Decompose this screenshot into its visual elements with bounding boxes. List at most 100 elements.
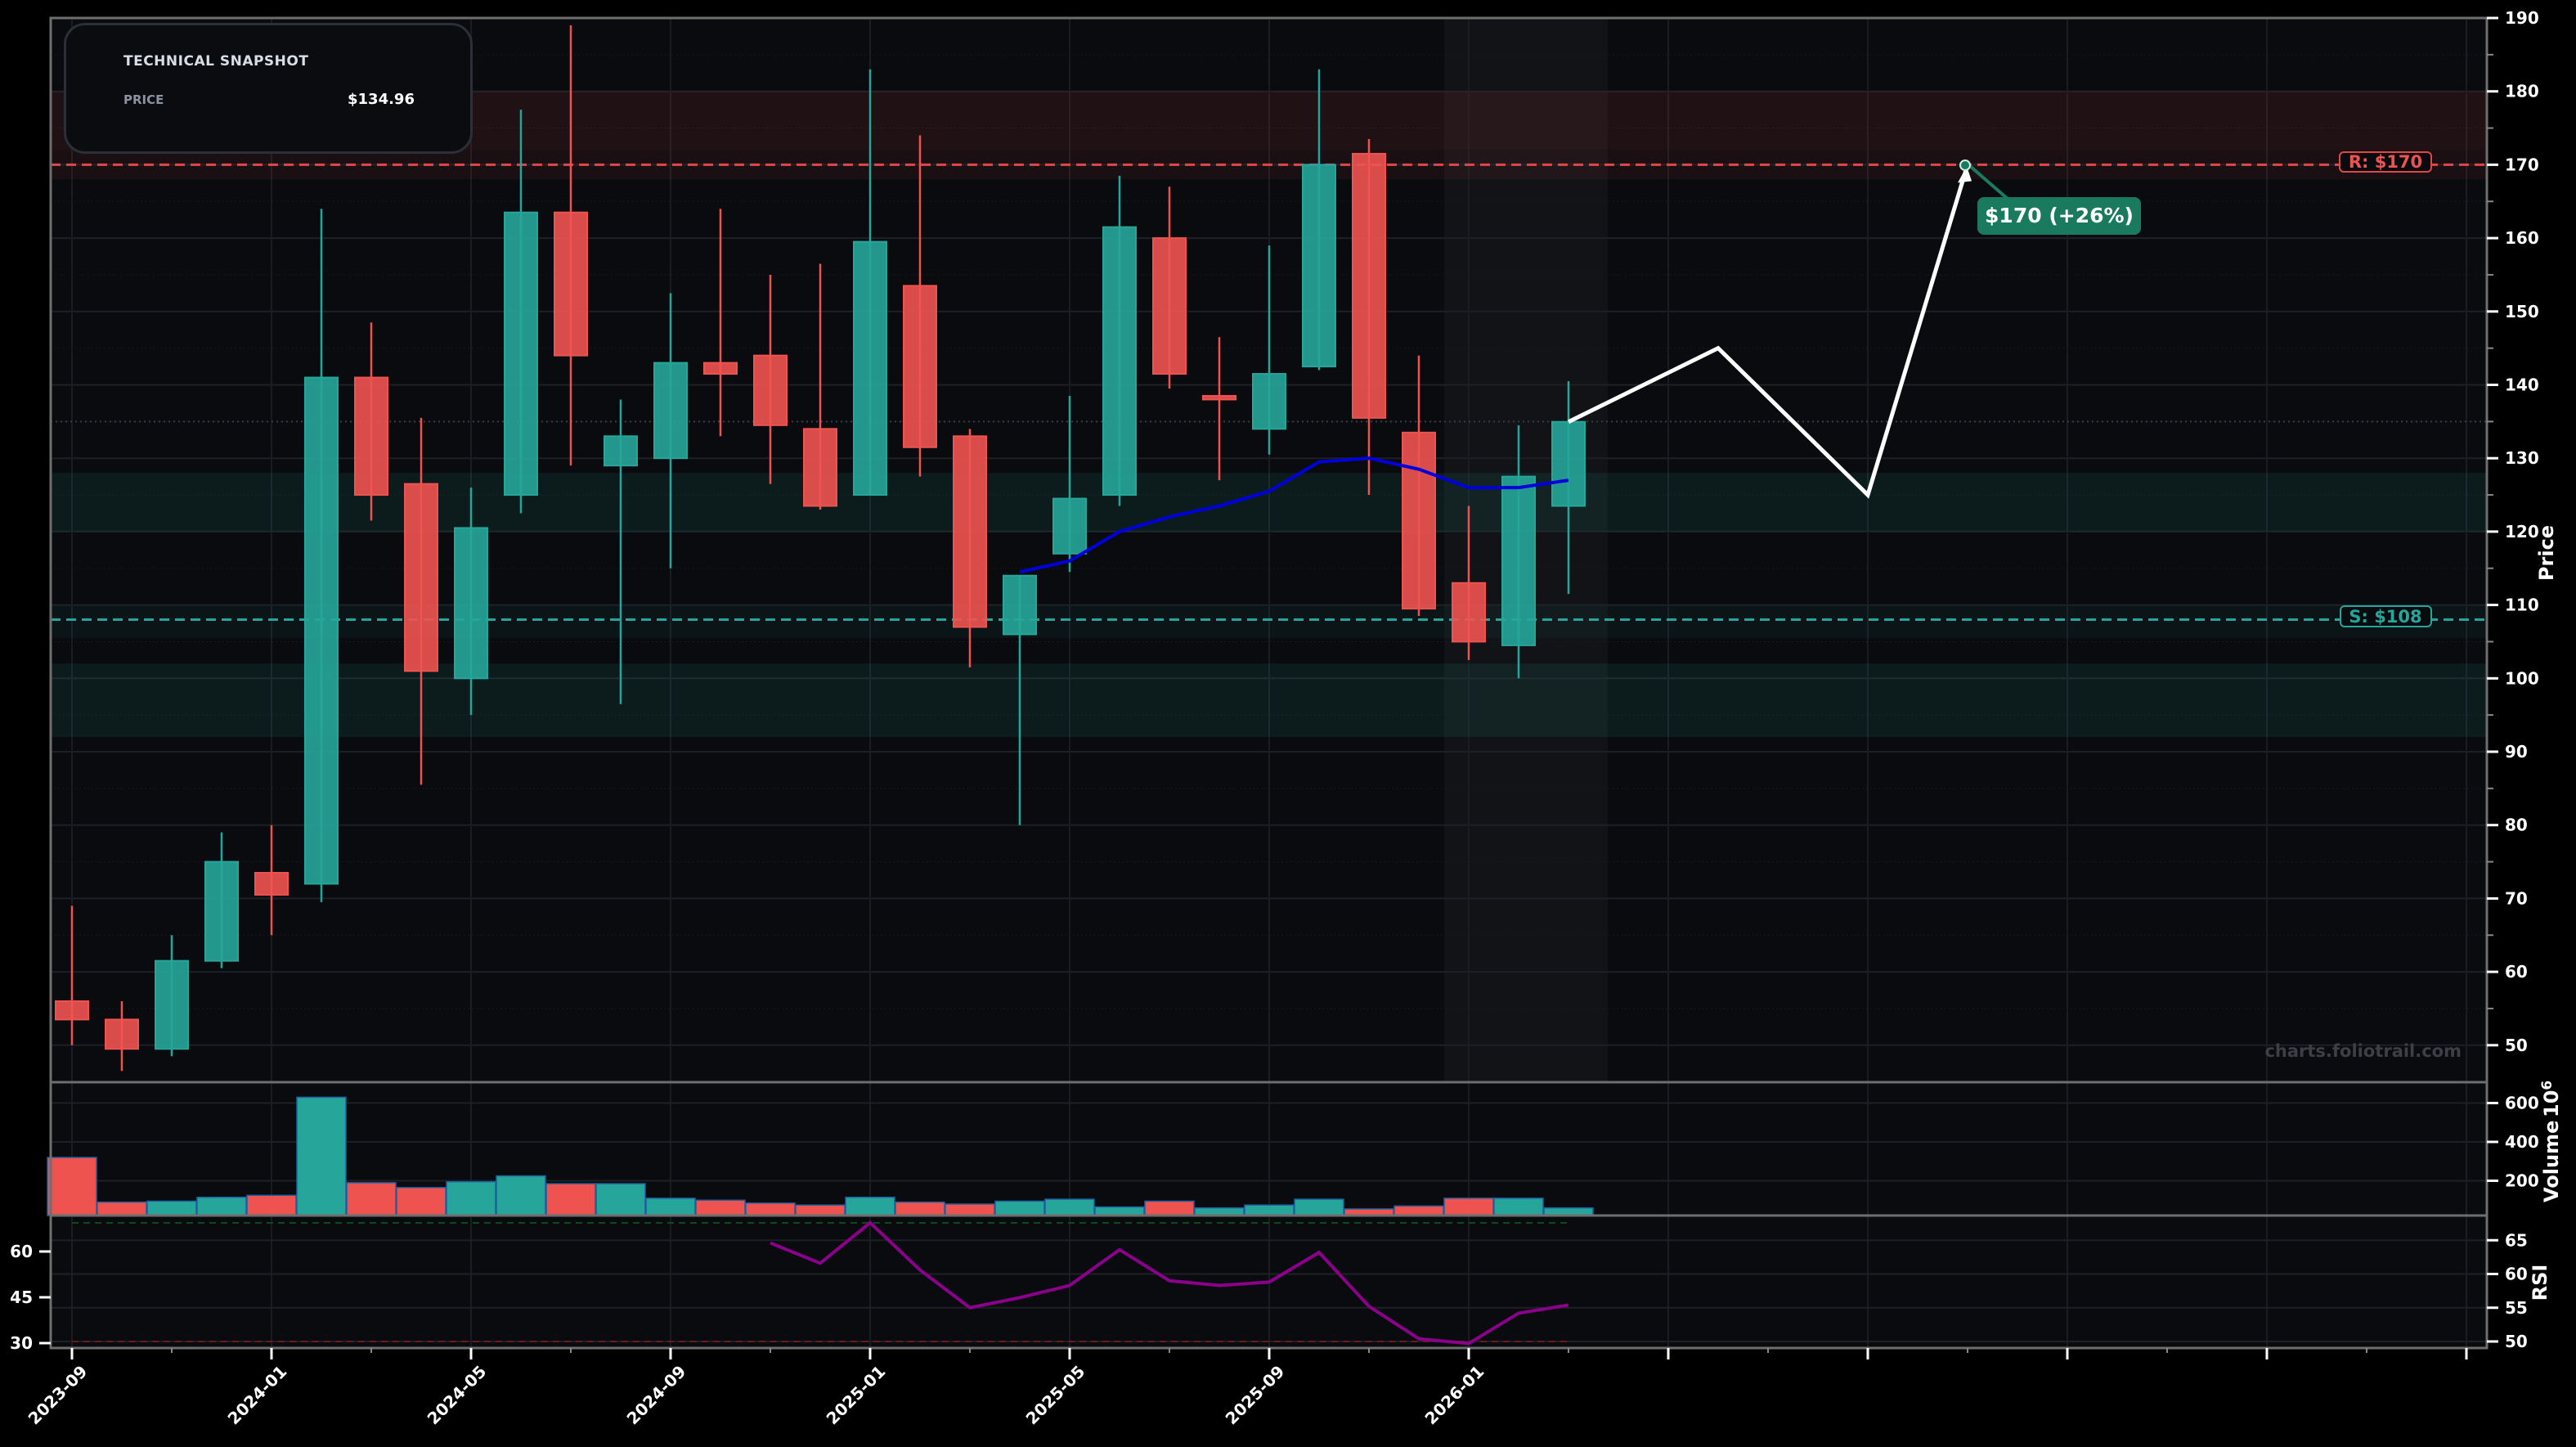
price-tick-label: 100 xyxy=(2505,668,2539,688)
volume-tick-label: 200 xyxy=(2505,1171,2539,1191)
candle-body xyxy=(105,1018,139,1050)
rsi-left-tick-label: 45 xyxy=(10,1287,33,1307)
candle-body xyxy=(254,872,289,896)
svg-text:R: $170: R: $170 xyxy=(2349,152,2422,172)
candle-body xyxy=(753,354,788,426)
target-badge: $170 (+26%) xyxy=(1968,164,2141,235)
candle-body xyxy=(1252,373,1286,430)
gridlines xyxy=(51,17,2487,1348)
svg-text:$170 (+26%): $170 (+26%) xyxy=(1985,204,2134,227)
candle-body xyxy=(1102,226,1137,497)
volume-bar xyxy=(1244,1204,1295,1216)
sma-line xyxy=(1019,456,1569,574)
volume-bar xyxy=(1144,1200,1195,1216)
svg-text:S: $108: S: $108 xyxy=(2349,607,2421,627)
projection-arrowhead xyxy=(1958,166,1972,183)
volume-bar xyxy=(96,1201,147,1216)
snapshot-title: TECHNICAL SNAPSHOT xyxy=(123,53,309,70)
candle-body xyxy=(703,362,738,375)
volume-bars xyxy=(47,1096,1594,1216)
volume-axis-exponent: 106 xyxy=(2539,1081,2563,1117)
volume-bar xyxy=(595,1183,646,1216)
candle-body xyxy=(1302,164,1336,368)
rsi-axis-title: RSI xyxy=(2529,1265,2551,1301)
volume-bar xyxy=(645,1198,696,1216)
candle-body xyxy=(1452,582,1486,643)
candle-body xyxy=(653,362,688,460)
candle-body xyxy=(803,428,837,507)
candle-body xyxy=(404,483,438,672)
volume-bar xyxy=(196,1196,247,1216)
price-tick-label: 50 xyxy=(2505,1036,2528,1055)
volume-bar xyxy=(1094,1206,1145,1216)
rsi-left-tick-label: 60 xyxy=(10,1242,33,1261)
volume-bar xyxy=(396,1187,447,1216)
price-tick-label: 60 xyxy=(2505,962,2528,982)
price-tick-label: 150 xyxy=(2505,302,2539,321)
support-zone xyxy=(51,473,2487,532)
candle-body xyxy=(953,435,987,628)
x-tick-label: 2025-05 xyxy=(1022,1361,1089,1428)
candle-body xyxy=(304,376,339,885)
volume-bar xyxy=(446,1180,496,1216)
candlesticks xyxy=(55,25,1586,1072)
volume-bar xyxy=(47,1157,97,1216)
volume-bar xyxy=(1393,1205,1444,1216)
price-tick-label: 140 xyxy=(2505,375,2539,395)
candle-body xyxy=(454,527,488,680)
projection-path xyxy=(1567,164,1972,499)
candle-body xyxy=(604,435,638,467)
price-tick-label: 160 xyxy=(2505,228,2539,248)
rsi-tick-label: 60 xyxy=(2505,1265,2528,1284)
volume-bar xyxy=(745,1202,796,1216)
volume-bar xyxy=(795,1204,846,1216)
x-tick-label: 2024-01 xyxy=(224,1361,291,1428)
rsi-line xyxy=(770,1220,1569,1346)
volume-bar xyxy=(346,1182,397,1216)
support-zone xyxy=(51,663,2487,738)
candle-body xyxy=(903,285,937,448)
rsi-tick-label: 50 xyxy=(2505,1332,2528,1351)
x-tick-label: 2024-09 xyxy=(623,1361,690,1428)
volume-bar xyxy=(1044,1198,1095,1216)
volume-bar xyxy=(845,1196,895,1216)
volume-bar xyxy=(1493,1198,1544,1216)
candle-body xyxy=(1003,574,1037,636)
price-tick-label: 190 xyxy=(2505,8,2539,28)
price-tick-label: 70 xyxy=(2505,888,2528,908)
price-tick-label: 180 xyxy=(2505,82,2539,101)
price-tick-label: 110 xyxy=(2505,595,2539,615)
target-point-marker xyxy=(1959,160,1971,171)
candle-body xyxy=(55,1000,89,1021)
candle-body xyxy=(853,240,887,497)
technical-snapshot-panel: TECHNICAL SNAPSHOT PRICE $134.96 xyxy=(64,23,473,154)
candle-body xyxy=(1501,475,1536,646)
volume-bar xyxy=(945,1203,995,1216)
price-tick-label: 80 xyxy=(2505,816,2528,835)
volume-bar xyxy=(545,1183,596,1216)
candle-body xyxy=(1551,420,1586,507)
volume-axis-title: Volume xyxy=(2540,1121,2563,1202)
candle-body xyxy=(504,211,538,497)
snapshot-price-value: $134.96 xyxy=(348,91,415,108)
volume-bar xyxy=(246,1194,297,1216)
volume-tick-label: 400 xyxy=(2505,1132,2539,1152)
rsi-left-tick-label: 30 xyxy=(10,1333,33,1353)
candle-body xyxy=(1052,497,1087,555)
volume-bar xyxy=(1294,1198,1344,1216)
volume-bar xyxy=(895,1201,945,1216)
candle-body xyxy=(1152,237,1187,375)
candle-body xyxy=(155,959,189,1050)
candle-body xyxy=(204,861,239,962)
rsi-tick-label: 55 xyxy=(2505,1298,2528,1318)
x-tick-label: 2023-09 xyxy=(25,1361,92,1428)
volume-bar xyxy=(146,1200,197,1216)
volume-bar xyxy=(296,1096,347,1216)
volume-tick-label: 600 xyxy=(2505,1094,2539,1113)
volume-bar xyxy=(695,1199,746,1216)
watermark: charts.foliotrail.com xyxy=(2264,1041,2462,1061)
price-tick-label: 170 xyxy=(2505,155,2539,174)
x-tick-label: 2024-05 xyxy=(424,1361,491,1428)
